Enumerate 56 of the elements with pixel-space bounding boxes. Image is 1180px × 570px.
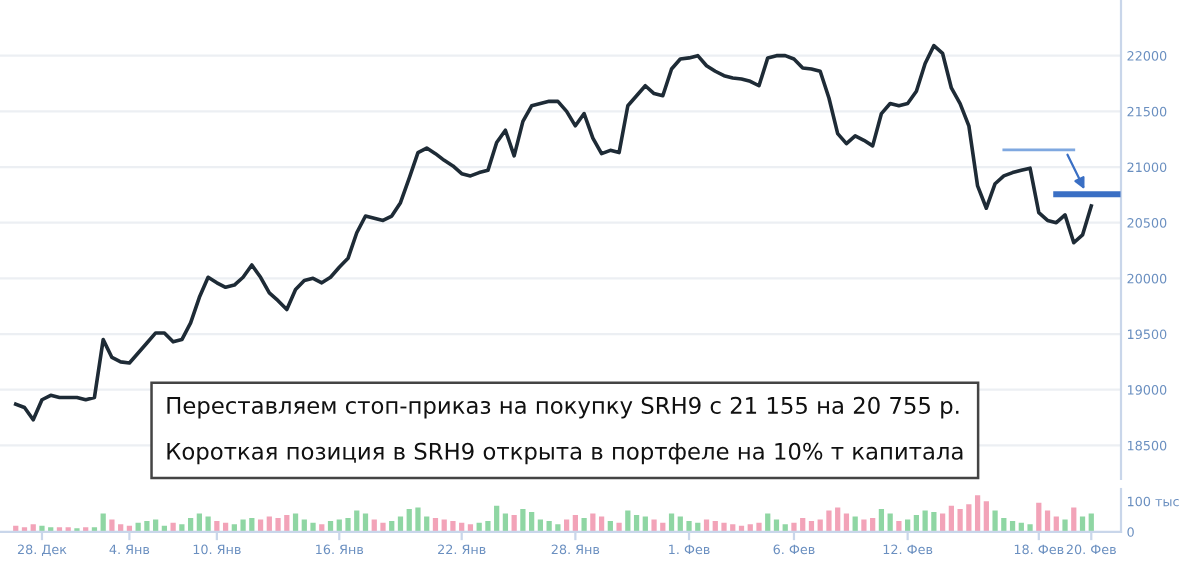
bar (109, 519, 115, 532)
bar (686, 521, 692, 532)
bar (1062, 519, 1068, 532)
bar (974, 495, 981, 532)
bar (292, 513, 299, 532)
bar (205, 516, 211, 532)
annotation: Короткая позиция в SRH9 открыта в портфеле на 10% т капитала (167, 442, 963, 465)
bar (275, 518, 281, 532)
bar (310, 522, 316, 532)
annotation: Переставляем стоп-приказ на покупку SRH9 с 21 155 на 20 755 р. (167, 396, 959, 419)
bar (756, 522, 762, 532)
bar (511, 515, 517, 532)
bar (633, 515, 640, 532)
bar (39, 525, 45, 532)
bar (1027, 524, 1033, 532)
bar (1044, 510, 1051, 532)
bar (992, 510, 998, 532)
bar (651, 519, 657, 532)
bar (555, 524, 561, 532)
bar (1071, 507, 1077, 532)
bar (826, 510, 832, 532)
bar (983, 501, 989, 532)
bar (843, 513, 850, 532)
bar (520, 508, 526, 532)
bar (179, 524, 185, 532)
bar (432, 518, 439, 532)
bar (721, 522, 727, 532)
bar (1036, 502, 1042, 532)
bar (450, 521, 456, 532)
bar (791, 522, 797, 532)
bar (616, 522, 622, 532)
bar (931, 511, 937, 532)
bar (362, 513, 369, 532)
bar (100, 513, 106, 532)
bar (765, 513, 771, 532)
bar (415, 507, 421, 532)
bar (957, 508, 963, 532)
bar (240, 519, 246, 532)
bar (887, 513, 893, 532)
bar (668, 513, 675, 532)
bar (1088, 513, 1094, 532)
bar (590, 513, 596, 532)
bar (940, 513, 946, 532)
bar (572, 515, 578, 532)
bar (878, 508, 885, 532)
bar (896, 521, 902, 532)
bar (581, 518, 587, 532)
line-series (13, 43, 1094, 422)
bar (625, 510, 631, 532)
bar (144, 521, 150, 532)
bar (922, 510, 928, 532)
bar (861, 519, 867, 532)
bar (345, 518, 351, 532)
bar (913, 515, 920, 532)
bar (502, 513, 509, 532)
bar (380, 522, 386, 532)
